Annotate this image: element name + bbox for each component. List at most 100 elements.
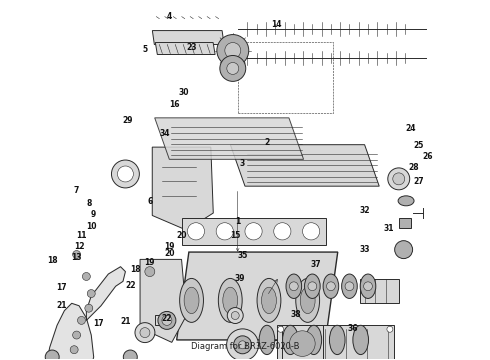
- Ellipse shape: [323, 274, 339, 298]
- Text: 17: 17: [57, 283, 67, 292]
- Bar: [282, 325, 323, 360]
- Bar: [399, 218, 411, 228]
- Circle shape: [77, 316, 85, 324]
- Circle shape: [308, 282, 317, 291]
- Text: 8: 8: [86, 199, 92, 208]
- Circle shape: [239, 341, 246, 349]
- Circle shape: [145, 267, 155, 276]
- Text: 23: 23: [186, 43, 196, 52]
- Circle shape: [111, 160, 139, 188]
- Text: 3: 3: [240, 159, 245, 168]
- Text: 9: 9: [91, 210, 97, 219]
- Text: 17: 17: [93, 319, 104, 328]
- Bar: [155, 315, 169, 325]
- Text: 14: 14: [271, 19, 282, 28]
- Circle shape: [326, 282, 335, 291]
- Circle shape: [118, 166, 133, 182]
- Text: 19: 19: [164, 242, 174, 251]
- Circle shape: [73, 251, 80, 258]
- Text: 2: 2: [264, 138, 270, 147]
- Circle shape: [234, 336, 251, 354]
- Text: 34: 34: [159, 129, 170, 138]
- Circle shape: [290, 331, 315, 356]
- Text: 10: 10: [86, 222, 97, 231]
- Circle shape: [162, 315, 172, 325]
- Text: 19: 19: [145, 258, 155, 267]
- Circle shape: [85, 304, 93, 312]
- Text: 21: 21: [120, 317, 131, 326]
- Text: 26: 26: [423, 152, 433, 161]
- Circle shape: [245, 223, 262, 240]
- Text: 28: 28: [408, 163, 419, 172]
- Text: 13: 13: [72, 253, 82, 262]
- Circle shape: [274, 223, 291, 240]
- Polygon shape: [230, 145, 379, 186]
- Ellipse shape: [342, 274, 357, 298]
- Circle shape: [82, 273, 90, 280]
- Circle shape: [140, 328, 150, 338]
- Text: 37: 37: [311, 260, 321, 269]
- Circle shape: [227, 307, 243, 324]
- Circle shape: [393, 173, 405, 185]
- Text: 31: 31: [384, 224, 394, 233]
- Ellipse shape: [262, 287, 276, 314]
- Circle shape: [158, 311, 176, 329]
- Circle shape: [135, 323, 155, 343]
- Bar: [360, 279, 399, 303]
- Circle shape: [290, 282, 298, 291]
- Circle shape: [216, 223, 233, 240]
- Ellipse shape: [223, 287, 238, 314]
- Ellipse shape: [300, 287, 315, 314]
- Bar: [182, 218, 325, 245]
- Text: 30: 30: [179, 87, 189, 96]
- Text: 16: 16: [169, 100, 179, 109]
- Text: 4: 4: [167, 12, 172, 21]
- Text: 32: 32: [359, 206, 370, 215]
- Polygon shape: [43, 303, 94, 360]
- Text: 39: 39: [235, 274, 245, 283]
- Ellipse shape: [360, 274, 376, 298]
- Circle shape: [45, 350, 59, 360]
- Polygon shape: [152, 147, 213, 230]
- Ellipse shape: [329, 325, 345, 355]
- Text: 33: 33: [359, 246, 370, 255]
- Polygon shape: [155, 118, 304, 159]
- Bar: [277, 325, 394, 360]
- Circle shape: [388, 168, 410, 190]
- Polygon shape: [155, 42, 215, 54]
- Ellipse shape: [257, 278, 281, 322]
- Text: 7: 7: [74, 186, 79, 195]
- Circle shape: [225, 42, 241, 58]
- Circle shape: [220, 55, 246, 81]
- Text: 18: 18: [130, 265, 141, 274]
- Circle shape: [345, 282, 354, 291]
- Text: 20: 20: [164, 249, 174, 258]
- Polygon shape: [140, 260, 186, 342]
- Circle shape: [217, 35, 249, 67]
- Ellipse shape: [219, 278, 242, 322]
- Circle shape: [123, 350, 137, 360]
- Text: 6: 6: [147, 197, 152, 206]
- Text: 12: 12: [74, 242, 84, 251]
- Text: 20: 20: [176, 231, 187, 240]
- Circle shape: [278, 326, 284, 332]
- Circle shape: [70, 346, 78, 354]
- Circle shape: [227, 62, 239, 75]
- Ellipse shape: [286, 274, 302, 298]
- Circle shape: [73, 331, 80, 339]
- Bar: [238, 42, 333, 113]
- Ellipse shape: [398, 196, 414, 206]
- Text: 18: 18: [47, 256, 57, 265]
- Circle shape: [187, 223, 204, 240]
- Text: 22: 22: [162, 314, 172, 323]
- Ellipse shape: [283, 325, 298, 355]
- Text: 11: 11: [76, 231, 87, 240]
- Ellipse shape: [305, 274, 320, 298]
- Text: 22: 22: [125, 281, 136, 290]
- Text: 5: 5: [143, 45, 147, 54]
- Text: 36: 36: [347, 324, 358, 333]
- Polygon shape: [86, 267, 125, 320]
- Circle shape: [394, 241, 413, 258]
- Ellipse shape: [259, 325, 275, 355]
- Ellipse shape: [306, 325, 321, 355]
